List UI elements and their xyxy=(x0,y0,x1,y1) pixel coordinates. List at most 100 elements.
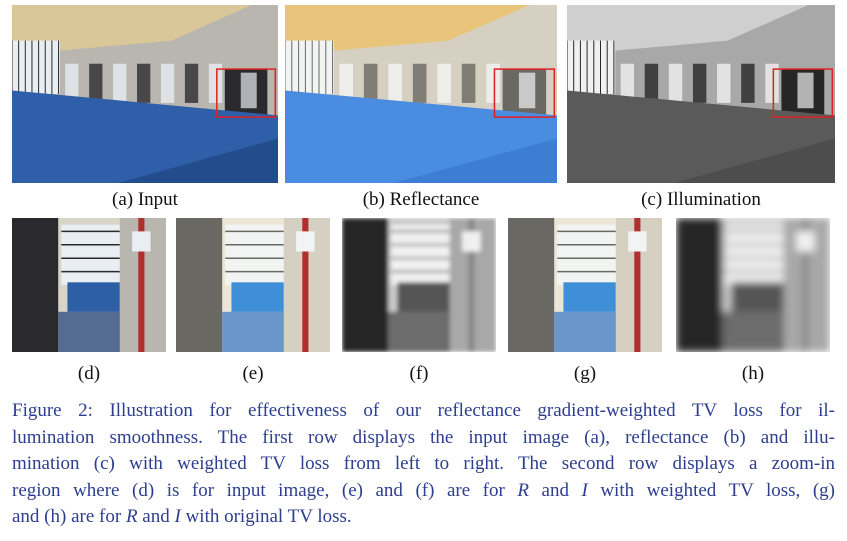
text: and xyxy=(137,506,175,527)
shape xyxy=(176,218,223,352)
shape xyxy=(363,63,378,103)
shape xyxy=(12,218,166,352)
shape xyxy=(285,5,530,55)
shape xyxy=(620,63,634,103)
text: I xyxy=(174,506,181,527)
shape xyxy=(731,282,784,312)
shape xyxy=(554,311,624,352)
shape xyxy=(12,218,59,352)
shape xyxy=(184,63,199,103)
shape xyxy=(296,231,315,252)
shape xyxy=(222,311,292,352)
shape xyxy=(240,72,257,109)
zoom-image xyxy=(12,218,166,352)
label: (b) Reflectance xyxy=(362,189,480,210)
shape xyxy=(65,63,79,103)
shape xyxy=(668,63,683,103)
shape xyxy=(339,63,353,103)
text: Figure 2: Illustration for effectiveness… xyxy=(12,400,835,421)
zoom-image xyxy=(176,218,330,352)
shape xyxy=(563,282,616,312)
label: (d) xyxy=(77,363,101,384)
shape xyxy=(302,218,309,352)
shape xyxy=(486,63,500,103)
shape xyxy=(741,63,755,103)
text: and xyxy=(528,479,582,501)
shape xyxy=(391,224,450,285)
shape xyxy=(89,63,103,103)
text: region where (d) is for input image, (e)… xyxy=(12,479,518,501)
shape xyxy=(138,218,145,352)
shape xyxy=(508,218,662,352)
shape xyxy=(216,68,277,118)
text: I xyxy=(581,479,588,501)
shape xyxy=(725,224,784,285)
shape xyxy=(67,282,120,312)
text: mination (c) with weighted TV loss from … xyxy=(12,453,835,474)
shape xyxy=(692,63,707,103)
shape xyxy=(397,282,450,312)
shape xyxy=(797,72,814,109)
shape xyxy=(58,311,128,352)
shape xyxy=(285,40,334,94)
shape xyxy=(388,311,458,352)
shape xyxy=(118,138,278,183)
shape xyxy=(113,63,127,103)
zoom-image xyxy=(508,218,662,352)
caption-line: Figure 2: Illustration for effectiveness… xyxy=(12,398,835,425)
caption-line: and (h) are for R and I with original TV… xyxy=(12,504,835,531)
shape xyxy=(160,63,175,103)
text: R xyxy=(517,479,529,501)
caption-line: mination (c) with weighted TV loss from … xyxy=(12,451,835,478)
shape xyxy=(567,5,809,55)
shape xyxy=(557,224,616,285)
label: (c) Illumination xyxy=(641,189,761,210)
label: (e) xyxy=(242,363,264,384)
shape xyxy=(468,218,475,352)
zoom-image xyxy=(342,218,496,352)
shape xyxy=(644,63,659,103)
label: (h) xyxy=(741,363,765,384)
shape xyxy=(12,40,60,94)
shape xyxy=(628,231,647,252)
label: (a) Input xyxy=(112,189,178,210)
shape xyxy=(676,218,723,352)
text: and (h) are for xyxy=(12,506,126,527)
reflectance-image xyxy=(285,5,557,183)
caption-line: lumination smoothness. The first row dis… xyxy=(12,425,835,452)
shape xyxy=(61,224,120,285)
caption-line: region where (d) is for input image, (e)… xyxy=(12,478,835,505)
shape xyxy=(518,72,536,109)
shape xyxy=(132,231,151,252)
shape xyxy=(12,5,252,55)
shape xyxy=(342,218,389,352)
text: R xyxy=(125,506,138,527)
shape xyxy=(393,138,557,183)
text: with original TV loss. xyxy=(180,506,352,527)
shape xyxy=(176,218,330,352)
shape xyxy=(437,63,451,103)
shape xyxy=(802,218,809,352)
shape xyxy=(722,311,792,352)
shape xyxy=(508,218,555,352)
text: with weighted TV loss, (g) xyxy=(587,479,835,501)
illumination-image xyxy=(567,5,835,183)
shape xyxy=(462,231,481,252)
label: (f) xyxy=(409,363,429,384)
text: lumination smoothness. The first row dis… xyxy=(12,426,835,448)
shape xyxy=(137,63,151,103)
shape xyxy=(634,218,641,352)
shape xyxy=(208,63,223,103)
shape xyxy=(461,63,476,103)
shape xyxy=(342,218,496,352)
shape xyxy=(567,40,616,94)
shape xyxy=(225,224,284,285)
shape xyxy=(412,63,427,103)
input-image xyxy=(12,5,278,183)
shape xyxy=(772,68,834,118)
shape xyxy=(231,282,284,312)
shape xyxy=(676,218,830,352)
shape xyxy=(388,63,402,103)
shape xyxy=(765,63,779,103)
